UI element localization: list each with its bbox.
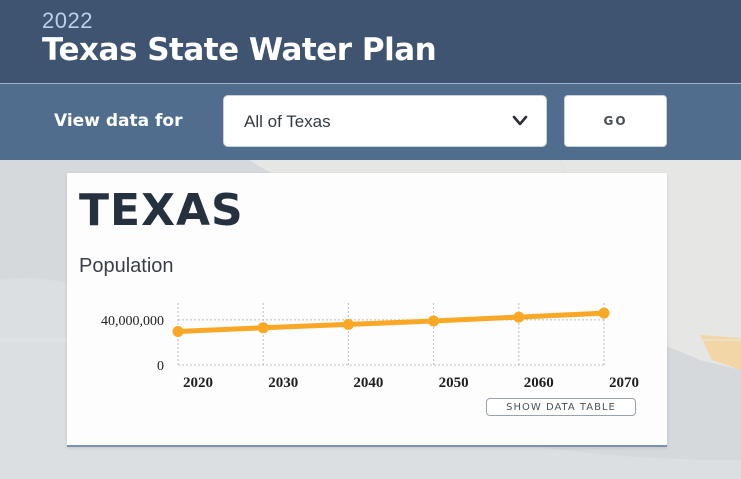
y-tick-label: 40,000,000 [101, 314, 164, 329]
go-button[interactable]: GO [564, 95, 667, 147]
data-point [513, 311, 525, 323]
population-chart: 0 40,000,000 2020 2030 2040 2050 2060 2070 [101, 303, 639, 391]
region-card: TEXAS Population 0 40,000,000 2020 2030 2040… [67, 173, 667, 447]
app-header: 2022 Texas State Water Plan [0, 0, 741, 84]
data-point [428, 315, 440, 327]
data-point [342, 318, 354, 330]
show-data-table-button[interactable]: SHOW DATA TABLE [486, 398, 636, 416]
chevron-down-icon [512, 115, 528, 126]
series-line [175, 310, 607, 335]
data-point [598, 307, 610, 319]
data-point [257, 322, 269, 334]
region-heading: TEXAS [79, 185, 244, 236]
x-tick-label: 2040 [353, 375, 383, 391]
data-point [172, 326, 184, 338]
x-tick-label: 2070 [609, 375, 639, 391]
view-data-label: View data for [54, 111, 183, 131]
y-tick-label: 0 [157, 359, 164, 374]
page-title: Texas State Water Plan [42, 32, 437, 68]
metric-label: Population [79, 255, 174, 277]
x-tick-label: 2020 [183, 375, 213, 391]
x-tick-label: 2030 [268, 375, 298, 391]
region-toolbar: View data for All of Texas GO [0, 84, 741, 160]
region-select[interactable]: All of Texas [223, 95, 547, 147]
x-tick-label: 2060 [524, 375, 554, 391]
map-highlight-region [700, 335, 741, 370]
x-tick-label: 2050 [439, 375, 469, 391]
plan-year: 2022 [42, 8, 93, 33]
region-select-value: All of Texas [244, 112, 331, 131]
